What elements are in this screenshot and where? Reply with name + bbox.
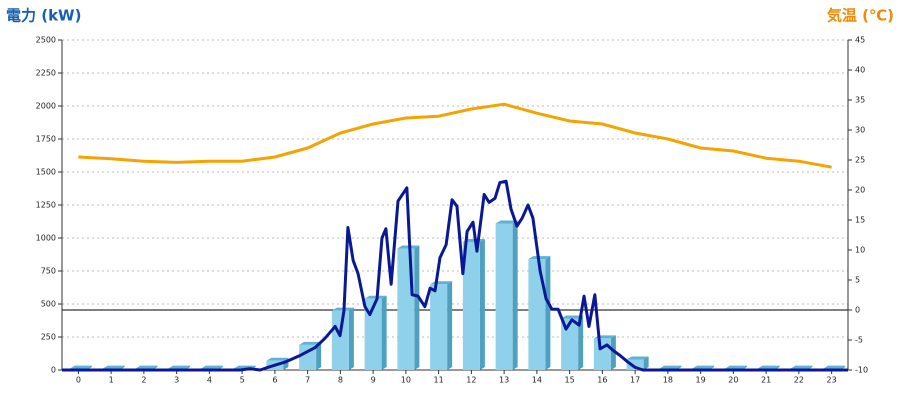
bar [626, 359, 644, 370]
bar [331, 310, 349, 370]
y-tick-label: 2000 [36, 102, 56, 111]
bar-side [414, 245, 420, 370]
x-tick-label: 16 [597, 376, 607, 385]
bar-side [447, 281, 453, 370]
bar-top [200, 365, 223, 369]
bar-side [512, 220, 518, 370]
x-tick-label: 12 [466, 376, 476, 385]
bar [364, 298, 382, 370]
bar-top [823, 365, 846, 369]
bar [593, 338, 611, 370]
y2-tick-label: 15 [855, 216, 865, 225]
y-tick-label: 2500 [36, 36, 56, 45]
bar-top [561, 315, 584, 319]
y2-axis-title: 気温 (℃) [827, 7, 894, 25]
x-tick-label: 6 [272, 376, 277, 385]
x-tick-label: 17 [630, 376, 640, 385]
bar-top [168, 365, 191, 369]
x-tick-label: 15 [565, 376, 575, 385]
x-tick-label: 20 [728, 376, 738, 385]
x-tick-label: 22 [794, 376, 804, 385]
y2-tick-label: 5 [855, 276, 860, 285]
bar-top [790, 365, 813, 369]
bar-top [724, 365, 747, 369]
x-tick-label: 10 [401, 376, 411, 385]
x-tick-label: 5 [240, 376, 245, 385]
y2-tick-label: 0 [855, 306, 860, 315]
bar-side [479, 238, 485, 370]
x-tick-label: 8 [338, 376, 343, 385]
y-tick-label: 1750 [36, 135, 56, 144]
bar-top [495, 220, 518, 224]
bar [462, 241, 480, 370]
x-tick-label: 3 [174, 376, 179, 385]
bar-side [545, 256, 551, 370]
bar-side [643, 356, 649, 370]
y-tick-label: 1250 [36, 201, 56, 210]
bar-side [316, 341, 322, 370]
bar-side [578, 315, 584, 370]
y2-tick-label: 40 [855, 66, 865, 75]
x-tick-label: 9 [371, 376, 376, 385]
bar-top [102, 365, 125, 369]
x-tick-label: 4 [207, 376, 212, 385]
line [62, 179, 848, 372]
x-tick-label: 7 [305, 376, 310, 385]
x-tick-label: 18 [663, 376, 673, 385]
y-tick-label: 2250 [36, 69, 56, 78]
x-tick-label: 23 [827, 376, 837, 385]
y-tick-label: 750 [41, 267, 56, 276]
x-tick-label: 21 [761, 376, 771, 385]
bar-top [266, 357, 289, 361]
bar-top [626, 356, 649, 360]
bar [528, 259, 546, 370]
y-axis-title: 電力 (kW) [6, 7, 81, 25]
bar [495, 223, 513, 370]
y2-tick-label: -10 [855, 366, 868, 375]
x-tick-label: 11 [434, 376, 444, 385]
bar [430, 284, 448, 370]
bar-top [69, 365, 92, 369]
bar-side [610, 335, 616, 370]
y2-tick-label: 25 [855, 156, 865, 165]
bar-top [299, 341, 322, 345]
y2-tick-label: 35 [855, 96, 865, 105]
bar-side [348, 307, 354, 370]
bar-top [659, 365, 682, 369]
bar-side [381, 295, 387, 370]
line [78, 102, 832, 169]
bar-top [757, 365, 780, 369]
bar-top [364, 295, 387, 299]
x-tick-label: 19 [696, 376, 706, 385]
bar [299, 344, 317, 370]
x-tick-label: 0 [76, 376, 81, 385]
y-tick-label: 1000 [36, 234, 56, 243]
y-tick-label: 1500 [36, 168, 56, 177]
y-tick-label: 500 [41, 300, 56, 309]
y2-tick-label: 30 [855, 126, 865, 135]
y-tick-label: 0 [51, 366, 56, 375]
y2-tick-label: 10 [855, 246, 865, 255]
bar-top [692, 365, 715, 369]
y2-tick-label: 20 [855, 186, 865, 195]
x-tick-label: 14 [532, 376, 542, 385]
bar-top [135, 365, 158, 369]
x-tick-label: 2 [141, 376, 146, 385]
x-tick-label: 1 [109, 376, 114, 385]
y2-tick-label: 45 [855, 36, 865, 45]
y-tick-label: 250 [41, 333, 56, 342]
y2-tick-label: -5 [855, 336, 863, 345]
bar [561, 318, 579, 370]
x-tick-label: 13 [499, 376, 509, 385]
